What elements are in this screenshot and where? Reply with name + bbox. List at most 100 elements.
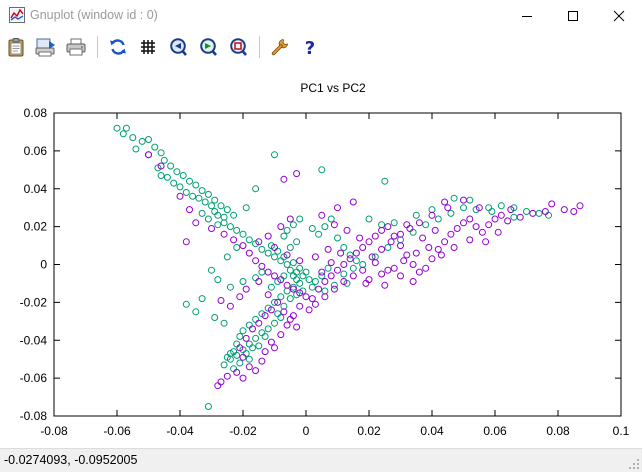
data-point-series-2 (390, 264, 398, 272)
data-point-series-1 (359, 261, 367, 268)
data-point-series-2 (220, 230, 228, 238)
data-point-series-1 (340, 244, 348, 251)
data-point-series-1 (271, 151, 278, 159)
y-tick-label: -0.04 (20, 333, 48, 347)
data-point-series-1 (299, 272, 307, 280)
data-point-series-1 (132, 145, 140, 153)
data-point-series-2 (157, 162, 165, 170)
print-preview-icon (35, 38, 55, 57)
data-point-series-2 (261, 312, 269, 320)
data-point-series-2 (409, 261, 417, 268)
data-point-series-1 (242, 350, 250, 357)
data-point-series-2 (264, 232, 272, 240)
plot-area[interactable]: PC1 vs PC2 -0.08 -0.06 -0.04 -0.02 0 0.02 0.04… (0, 63, 642, 448)
data-point-series-1 (198, 209, 206, 217)
close-button[interactable] (596, 0, 642, 31)
data-point-series-1 (192, 308, 200, 316)
data-point-series-2 (371, 259, 379, 267)
data-point-series-2 (242, 285, 250, 293)
data-point-series-2 (352, 249, 360, 257)
data-point-series-1 (466, 196, 474, 204)
data-point-series-1 (173, 168, 181, 176)
data-point-series-1 (274, 247, 282, 255)
help-button[interactable]: ? (298, 35, 322, 59)
copy-to-clipboard-button[interactable] (4, 35, 28, 59)
data-point-series-1 (245, 236, 253, 244)
data-point-series-2 (450, 244, 458, 251)
data-point-series-1 (230, 211, 238, 219)
data-point-series-1 (138, 137, 146, 145)
data-point-series-1 (397, 236, 404, 244)
data-point-series-1 (346, 251, 354, 259)
data-point-series-2 (255, 278, 263, 285)
data-point-series-2 (497, 211, 505, 219)
options-button[interactable] (268, 35, 292, 59)
data-point-series-2 (274, 298, 282, 306)
data-point-series-1 (318, 272, 326, 280)
data-point-series-1 (277, 314, 285, 321)
data-point-series-2 (340, 261, 348, 268)
data-point-series-2 (277, 276, 285, 284)
data-point-series-2 (337, 249, 345, 257)
data-point-series-2 (330, 285, 338, 293)
data-point-series-2 (441, 198, 449, 206)
data-point-series-1 (283, 287, 291, 295)
data-point-series-2 (384, 266, 392, 274)
data-point-series-1 (160, 156, 168, 164)
data-point-series-1 (267, 283, 275, 291)
data-point-series-1 (497, 202, 505, 210)
data-point-series-2 (570, 208, 578, 215)
data-point-series-1 (315, 230, 323, 238)
print-preview-button[interactable] (34, 35, 58, 59)
minimize-button[interactable] (504, 0, 550, 31)
data-point-series-2 (560, 206, 568, 214)
data-point-series-2 (277, 223, 285, 231)
data-point-series-2 (176, 192, 184, 200)
data-point-series-2 (236, 344, 244, 352)
data-point-series-1 (352, 257, 360, 265)
data-point-series-2 (415, 268, 423, 276)
svg-text:?: ? (305, 38, 315, 57)
data-point-series-2 (447, 230, 455, 238)
data-point-series-2 (548, 200, 556, 208)
data-point-series-1 (261, 333, 269, 340)
data-point-series-1 (239, 327, 247, 335)
toolbar-separator (97, 36, 98, 58)
plot-title: PC1 vs PC2 (300, 81, 366, 95)
plot-border (53, 112, 622, 417)
replot-button[interactable] (106, 35, 130, 59)
data-point-series-1 (252, 334, 260, 342)
data-point-series-1 (170, 179, 178, 187)
data-point-series-2 (226, 302, 234, 310)
zoom-next-button[interactable] (196, 35, 220, 59)
data-point-series-1 (179, 172, 187, 179)
data-point-series-1 (327, 215, 335, 223)
scatter-chart[interactable]: PC1 vs PC2 -0.08 -0.06 -0.04 -0.02 0 0.02 0.04… (0, 63, 642, 448)
data-point-series-1 (242, 204, 250, 212)
data-point-series-1 (289, 259, 297, 267)
resize-grip-icon[interactable] (629, 459, 640, 470)
data-point-series-1 (204, 215, 212, 223)
zoom-autoscale-button[interactable] (226, 35, 250, 59)
toggle-grid-button[interactable] (136, 35, 160, 59)
data-point-series-1 (296, 279, 304, 287)
data-point-series-2 (271, 272, 278, 280)
data-point-series-2 (239, 353, 247, 361)
data-point-series-1 (233, 340, 241, 348)
data-point-series-2 (255, 238, 263, 246)
zoom-previous-button[interactable] (166, 35, 190, 59)
data-point-series-2 (261, 348, 269, 356)
maximize-button[interactable] (550, 0, 596, 31)
data-point-series-2 (485, 221, 493, 229)
title-bar[interactable]: Gnuplot (window id : 0) (0, 0, 642, 31)
data-point-series-2 (186, 206, 193, 214)
data-point-series-1 (239, 278, 247, 285)
data-point-series-1 (220, 319, 228, 327)
data-point-series-1 (296, 215, 304, 223)
data-point-series-1 (286, 244, 294, 251)
print-button[interactable] (64, 35, 88, 59)
replot-icon (110, 39, 126, 55)
data-point-series-2 (507, 206, 515, 214)
data-point-series-1 (535, 209, 543, 217)
zoom-next-icon (200, 38, 217, 56)
